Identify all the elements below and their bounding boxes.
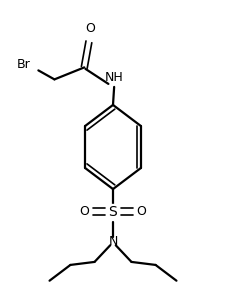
Text: O: O xyxy=(85,22,94,35)
Text: S: S xyxy=(108,205,117,219)
Bar xyxy=(106,204,119,219)
Text: N: N xyxy=(108,235,117,248)
Text: O: O xyxy=(136,205,146,218)
Text: NH: NH xyxy=(104,71,123,84)
Text: Br: Br xyxy=(16,59,30,71)
Text: O: O xyxy=(79,205,89,218)
